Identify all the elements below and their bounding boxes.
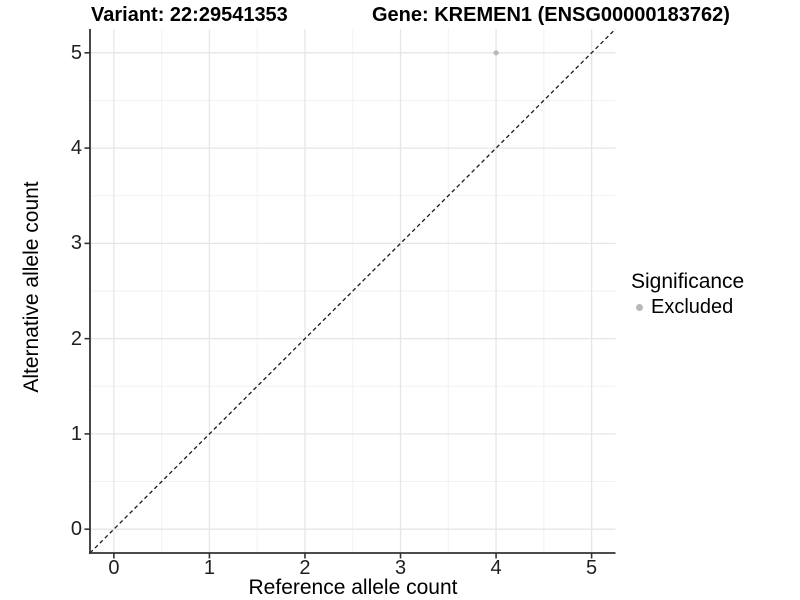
data-point-excluded (493, 50, 499, 56)
x-tick-label: 4 (490, 557, 502, 579)
y-tick-label: 0 (70, 518, 82, 541)
y-tick-label: 2 (70, 327, 82, 350)
y-tick-label: 1 (70, 422, 82, 445)
variant-title: Variant: 22:29541353 (91, 4, 288, 26)
legend: Significance Excluded (631, 270, 744, 319)
y-axis-title: Alternative allele count (20, 181, 43, 393)
x-tick-label: 0 (108, 557, 120, 579)
legend-point-icon (636, 303, 643, 311)
legend-key-box (631, 296, 648, 318)
legend-title: Significance (631, 270, 745, 293)
legend-item-label: Excluded (651, 296, 734, 318)
x-tick-label: 2 (299, 557, 311, 579)
y-tick-label: 4 (70, 137, 82, 160)
x-tick-label: 1 (203, 557, 215, 579)
identity-line (89, 28, 616, 554)
legend-item-excluded: Excluded (631, 295, 744, 319)
y-tick-label: 5 (70, 41, 82, 64)
x-tick-label: 3 (394, 557, 407, 579)
gene-title: Gene: KREMEN1 (ENSG00000183762) (372, 4, 730, 26)
y-tick-label: 3 (70, 232, 82, 255)
x-axis-title: Reference allele count (248, 576, 458, 599)
x-tick-label: 5 (586, 557, 598, 579)
